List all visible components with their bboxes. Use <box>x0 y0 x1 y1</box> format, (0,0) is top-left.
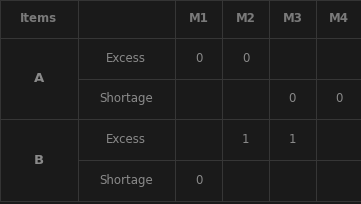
Bar <box>316 0 361 38</box>
Bar <box>0 0 78 38</box>
Bar <box>316 119 361 160</box>
Text: Excess: Excess <box>106 52 146 65</box>
Text: Items: Items <box>20 12 57 25</box>
Text: 0: 0 <box>289 92 296 105</box>
Bar <box>269 79 316 119</box>
Text: 0: 0 <box>336 92 343 105</box>
Bar <box>78 0 175 38</box>
Text: 0: 0 <box>195 52 202 65</box>
Text: Excess: Excess <box>106 133 146 146</box>
Text: 1: 1 <box>242 133 249 146</box>
Bar <box>175 79 222 119</box>
Bar <box>78 160 175 201</box>
Bar <box>0 38 78 119</box>
Text: M3: M3 <box>282 12 303 25</box>
Text: Shortage: Shortage <box>100 174 153 187</box>
Text: A: A <box>34 72 44 85</box>
Text: 0: 0 <box>195 174 202 187</box>
Text: M1: M1 <box>188 12 209 25</box>
Bar <box>175 0 222 38</box>
Bar <box>78 119 175 160</box>
Bar <box>269 119 316 160</box>
Bar <box>222 119 269 160</box>
Bar <box>222 0 269 38</box>
Text: Shortage: Shortage <box>100 92 153 105</box>
Bar <box>269 0 316 38</box>
Text: 1: 1 <box>289 133 296 146</box>
Bar <box>78 38 175 79</box>
Bar <box>316 160 361 201</box>
Bar <box>0 119 78 201</box>
Bar <box>222 79 269 119</box>
Bar <box>175 160 222 201</box>
Bar <box>269 160 316 201</box>
Bar <box>316 38 361 79</box>
Bar <box>78 79 175 119</box>
Bar <box>175 38 222 79</box>
Bar <box>316 79 361 119</box>
Text: M4: M4 <box>329 12 349 25</box>
Text: M2: M2 <box>235 12 256 25</box>
Bar <box>222 38 269 79</box>
Bar <box>222 160 269 201</box>
Text: 0: 0 <box>242 52 249 65</box>
Bar <box>269 38 316 79</box>
Bar <box>175 119 222 160</box>
Text: B: B <box>34 154 44 167</box>
